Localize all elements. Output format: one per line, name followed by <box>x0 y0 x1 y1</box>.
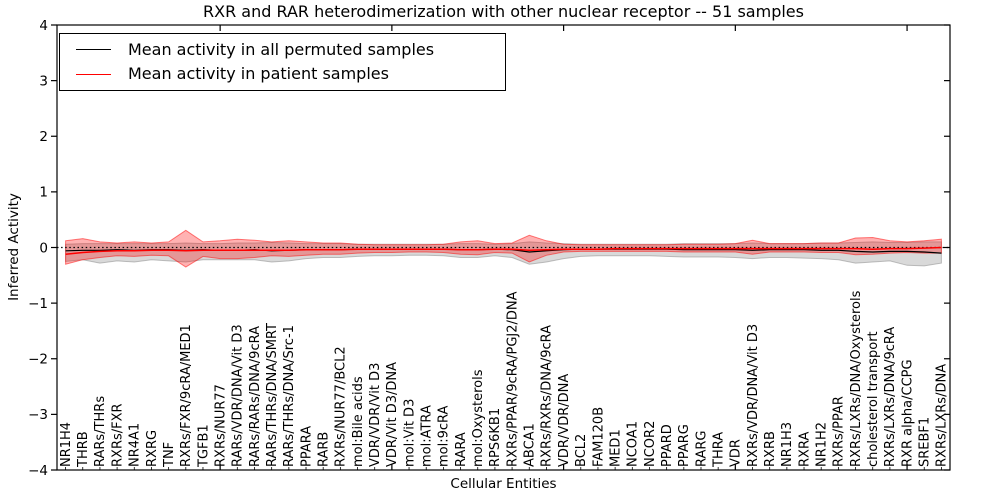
x-category-label: MED1 <box>608 429 623 467</box>
x-category-label: TGFB1 <box>196 424 211 468</box>
y-tick-label: −2 <box>28 352 48 368</box>
x-category-label: NR4A1 <box>128 423 143 467</box>
y-tick-label: 4 <box>39 18 48 34</box>
x-category-label: RXRA <box>797 432 812 467</box>
x-category-label: mol:Oxysterols <box>471 369 486 467</box>
x-category-label: RXRs/LXRs/DNA <box>935 364 950 467</box>
x-category-label: TNF <box>162 442 177 468</box>
x-category-label: mol:Vit D3 <box>402 399 417 467</box>
x-category-label: ABCA1 <box>523 423 538 467</box>
x-category-label: FAM120B <box>591 407 606 467</box>
legend: Mean activity in all permuted samples Me… <box>59 33 506 91</box>
x-category-label: NCOR2 <box>643 421 658 467</box>
y-tick-label: 2 <box>39 129 48 145</box>
x-category-label: NCOA1 <box>626 421 641 467</box>
x-category-label: RARB <box>317 432 332 467</box>
y-tick-label: −1 <box>28 296 48 312</box>
x-category-label: RARs/THRs <box>93 396 108 467</box>
y-tick-label: 0 <box>39 240 48 256</box>
x-category-label: VDR/VDR/Vit D3 <box>368 363 383 467</box>
y-tick-label: 1 <box>39 185 48 201</box>
legend-label-permuted: Mean activity in all permuted samples <box>128 39 435 59</box>
x-category-label: VDR <box>729 439 744 467</box>
x-category-label: RXRB <box>763 431 778 467</box>
x-category-label: mol:Bile acids <box>351 376 366 467</box>
x-category-label: RXRs/NUR77/BCL2 <box>334 346 349 467</box>
x-category-label: RXRs/FXR/9cRA/MED1 <box>179 324 194 467</box>
x-category-label: RXRG <box>145 430 160 467</box>
x-category-label: VDR/Vit D3/DNA <box>385 362 400 467</box>
x-category-label: THRA <box>712 432 727 468</box>
x-category-label: NR1H4 <box>59 422 74 467</box>
x-category-label: RXRs/PPAR <box>832 396 847 467</box>
x-category-label: PPARA <box>299 426 314 467</box>
x-category-label: PPARD <box>660 424 675 467</box>
legend-item-patient: Mean activity in patient samples <box>60 65 505 83</box>
x-category-label: SREBF1 <box>918 417 933 467</box>
chart-title: RXR and RAR heterodimerization with othe… <box>203 2 804 21</box>
y-tick-label: 3 <box>39 73 48 89</box>
x-category-label: RXRs/LXRs/DNA/Oxysterols <box>849 290 864 467</box>
legend-item-permuted: Mean activity in all permuted samples <box>60 39 505 59</box>
legend-label-patient: Mean activity in patient samples <box>128 64 389 84</box>
x-category-label: RARG <box>694 430 709 467</box>
x-category-label: RXR alpha/CCPG <box>900 359 915 467</box>
x-category-label: NR1H3 <box>780 422 795 467</box>
x-category-label: NR1H2 <box>815 422 830 467</box>
x-category-label: PPARG <box>677 424 692 467</box>
permuted-line-swatch <box>76 49 111 51</box>
x-category-label: mol:9cRA <box>437 405 452 467</box>
x-category-label: RPS6KB1 <box>488 408 503 467</box>
x-axis-title: Cellular Entities <box>450 476 557 492</box>
x-category-label: RXRs/RXRs/DNA/9cRA <box>540 325 555 467</box>
x-category-label: RARs/THRs/DNA/SMRT <box>265 323 280 467</box>
x-category-label: cholesterol transport <box>866 331 881 467</box>
patient-mean-line <box>65 246 942 255</box>
x-category-label: BCL2 <box>574 434 589 467</box>
x-category-label: RXRs/FXR <box>110 403 125 467</box>
y-tick-label: −3 <box>28 407 48 423</box>
x-category-label: RARs/THRs/DNA/Src-1 <box>282 325 297 467</box>
x-category-label: RXRs/LXRs/DNA/9cRA <box>883 327 898 467</box>
y-tick-label: −4 <box>28 463 48 479</box>
x-category-label: mol:ATRA <box>420 405 435 467</box>
x-category-label: RARs/VDR/DNA/Vit D3 <box>231 324 246 467</box>
x-category-label: THRB <box>76 431 91 468</box>
x-category-label: VDR/VDR/DNA <box>557 374 572 467</box>
patient-line-swatch <box>76 73 111 75</box>
x-category-label: RXRs/NUR77 <box>213 384 228 467</box>
x-category-label: RARA <box>454 432 469 467</box>
x-category-label: RXRs/VDR/DNA/Vit D3 <box>746 324 761 467</box>
x-category-label: RXRs/PPAR/9cRA/PGJ2/DNA <box>505 291 520 467</box>
x-category-label: RARs/RARs/DNA/9cRA <box>248 326 263 467</box>
